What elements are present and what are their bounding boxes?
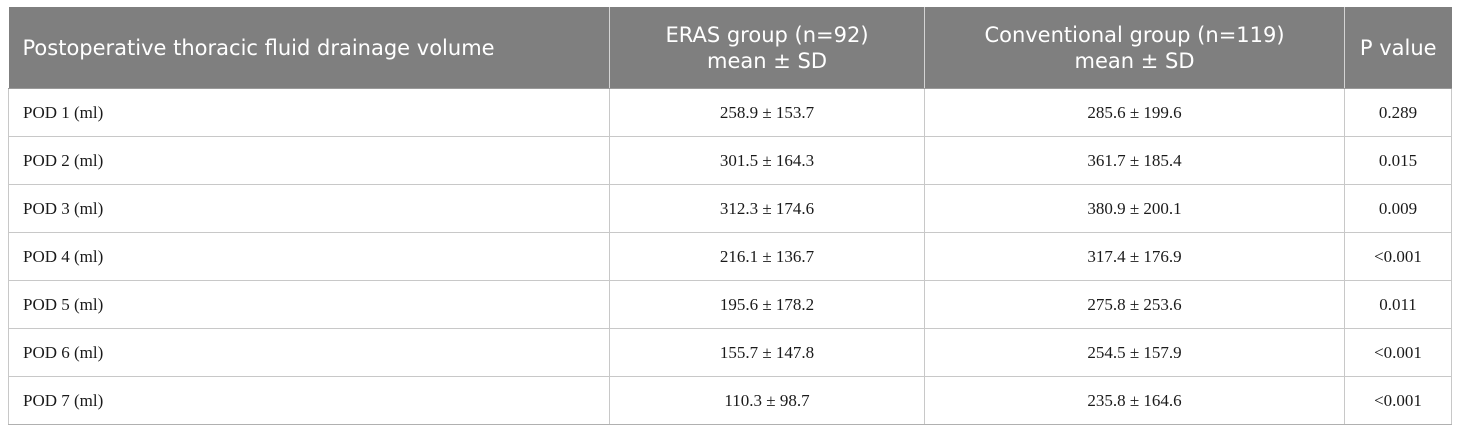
table-row: POD 2 (ml) 301.5 ± 164.3 361.7 ± 185.4 0… xyxy=(8,136,1452,185)
header-conventional-group-sublabel: mean ± SD xyxy=(1074,48,1195,73)
table-row: POD 4 (ml) 216.1 ± 136.7 317.4 ± 176.9 <… xyxy=(8,232,1452,281)
table-row: POD 1 (ml) 258.9 ± 153.7 285.6 ± 199.6 0… xyxy=(8,88,1452,137)
eras-value: 312.3 ± 174.6 xyxy=(609,184,925,233)
table-row: POD 5 (ml) 195.6 ± 178.2 275.8 ± 253.6 0… xyxy=(8,280,1452,329)
p-value: 0.289 xyxy=(1344,88,1452,137)
row-label: POD 3 (ml) xyxy=(8,184,610,233)
row-label: POD 4 (ml) xyxy=(8,232,610,281)
p-value: <0.001 xyxy=(1344,328,1452,377)
header-eras-group-label: ERAS group (n=92) xyxy=(665,22,869,47)
header-eras-group-sublabel: mean ± SD xyxy=(706,48,827,73)
eras-value: 110.3 ± 98.7 xyxy=(609,376,925,425)
row-label: POD 6 (ml) xyxy=(8,328,610,377)
conventional-value: 317.4 ± 176.9 xyxy=(924,232,1345,281)
conventional-value: 380.9 ± 200.1 xyxy=(924,184,1345,233)
row-label: POD 5 (ml) xyxy=(8,280,610,329)
row-label: POD 7 (ml) xyxy=(8,376,610,425)
p-value: 0.015 xyxy=(1344,136,1452,185)
header-conventional-group: Conventional group (n=119) mean ± SD xyxy=(924,7,1345,89)
p-value: 0.009 xyxy=(1344,184,1452,233)
drainage-volume-table: Postoperative thoracic fluid drainage vo… xyxy=(8,7,1452,425)
table-container: Postoperative thoracic fluid drainage vo… xyxy=(8,7,1452,425)
eras-value: 258.9 ± 153.7 xyxy=(609,88,925,137)
header-conventional-group-label: Conventional group (n=119) xyxy=(984,22,1285,47)
row-label: POD 2 (ml) xyxy=(8,136,610,185)
conventional-value: 285.6 ± 199.6 xyxy=(924,88,1345,137)
table-body: POD 1 (ml) 258.9 ± 153.7 285.6 ± 199.6 0… xyxy=(8,88,1452,425)
table-row: POD 6 (ml) 155.7 ± 147.8 254.5 ± 157.9 <… xyxy=(8,328,1452,377)
header-drainage-volume: Postoperative thoracic fluid drainage vo… xyxy=(8,7,610,89)
conventional-value: 361.7 ± 185.4 xyxy=(924,136,1345,185)
eras-value: 216.1 ± 136.7 xyxy=(609,232,925,281)
p-value: 0.011 xyxy=(1344,280,1452,329)
eras-value: 195.6 ± 178.2 xyxy=(609,280,925,329)
eras-value: 301.5 ± 164.3 xyxy=(609,136,925,185)
table-row: POD 7 (ml) 110.3 ± 98.7 235.8 ± 164.6 <0… xyxy=(8,376,1452,425)
header-p-value-label: P value xyxy=(1359,35,1437,60)
eras-value: 155.7 ± 147.8 xyxy=(609,328,925,377)
row-label: POD 1 (ml) xyxy=(8,88,610,137)
p-value: <0.001 xyxy=(1344,232,1452,281)
header-eras-group: ERAS group (n=92) mean ± SD xyxy=(609,7,925,89)
table-header: Postoperative thoracic fluid drainage vo… xyxy=(8,7,1452,89)
conventional-value: 254.5 ± 157.9 xyxy=(924,328,1345,377)
header-row: Postoperative thoracic fluid drainage vo… xyxy=(8,7,1452,89)
p-value: <0.001 xyxy=(1344,376,1452,425)
conventional-value: 235.8 ± 164.6 xyxy=(924,376,1345,425)
header-drainage-volume-label: Postoperative thoracic fluid drainage vo… xyxy=(22,35,495,60)
header-p-value: P value xyxy=(1344,7,1452,89)
conventional-value: 275.8 ± 253.6 xyxy=(924,280,1345,329)
table-row: POD 3 (ml) 312.3 ± 174.6 380.9 ± 200.1 0… xyxy=(8,184,1452,233)
